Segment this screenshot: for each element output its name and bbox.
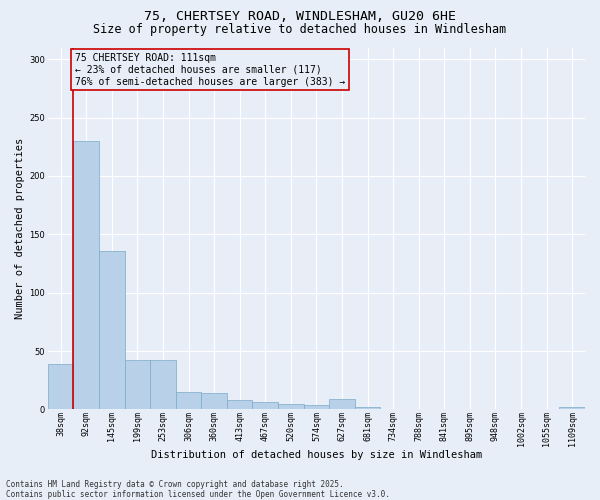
Bar: [125, 360, 150, 410]
Bar: [304, 405, 329, 409]
Bar: [176, 392, 201, 409]
X-axis label: Distribution of detached houses by size in Windlesham: Distribution of detached houses by size …: [151, 450, 482, 460]
Bar: [355, 407, 380, 410]
Bar: [99, 250, 125, 410]
Bar: [559, 407, 585, 410]
Bar: [227, 400, 253, 409]
Bar: [48, 364, 73, 410]
Bar: [329, 399, 355, 409]
Bar: [253, 402, 278, 409]
Y-axis label: Number of detached properties: Number of detached properties: [15, 138, 25, 319]
Text: 75 CHERTSEY ROAD: 111sqm
← 23% of detached houses are smaller (117)
76% of semi-: 75 CHERTSEY ROAD: 111sqm ← 23% of detach…: [74, 54, 345, 86]
Bar: [278, 404, 304, 409]
Text: Contains HM Land Registry data © Crown copyright and database right 2025.
Contai: Contains HM Land Registry data © Crown c…: [6, 480, 390, 499]
Text: Size of property relative to detached houses in Windlesham: Size of property relative to detached ho…: [94, 22, 506, 36]
Bar: [150, 360, 176, 410]
Bar: [201, 393, 227, 409]
Bar: [73, 141, 99, 409]
Text: 75, CHERTSEY ROAD, WINDLESHAM, GU20 6HE: 75, CHERTSEY ROAD, WINDLESHAM, GU20 6HE: [144, 10, 456, 23]
